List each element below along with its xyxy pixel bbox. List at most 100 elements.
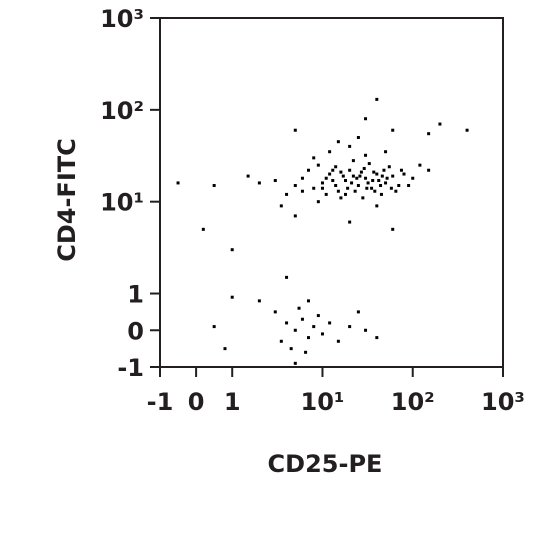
y-tick-label: 0: [127, 317, 144, 345]
x-tick-label: 1: [224, 388, 241, 416]
point: [377, 179, 381, 183]
point: [273, 179, 277, 183]
x-tick-label: 10¹: [301, 388, 345, 416]
y-tick-label: 10²: [100, 97, 144, 125]
point: [356, 310, 360, 314]
point: [279, 339, 283, 343]
point: [279, 204, 283, 208]
point: [391, 128, 395, 132]
point: [427, 132, 431, 136]
point: [362, 166, 366, 170]
point: [375, 172, 379, 176]
point: [366, 181, 370, 185]
x-axis-label: CD25-PE: [268, 450, 383, 478]
point: [328, 321, 332, 325]
point: [353, 189, 357, 193]
point: [394, 189, 398, 193]
point: [293, 214, 297, 218]
plot-frame: [159, 17, 504, 368]
point: [316, 200, 320, 204]
x-tick-label: 10³: [481, 388, 525, 416]
point: [391, 174, 395, 178]
point: [324, 192, 328, 196]
point: [438, 122, 442, 126]
point: [246, 174, 250, 178]
point: [230, 295, 234, 299]
point: [384, 181, 388, 185]
point: [285, 192, 289, 196]
point: [379, 192, 383, 196]
y-tick-label: -1: [117, 354, 144, 382]
point: [304, 350, 308, 354]
point: [230, 248, 234, 252]
point: [344, 179, 348, 183]
point: [344, 192, 348, 196]
point: [336, 189, 340, 193]
point: [384, 150, 388, 154]
point: [293, 184, 297, 188]
point: [334, 184, 338, 188]
point: [364, 117, 368, 121]
point: [336, 140, 340, 144]
point: [328, 172, 332, 176]
point: [356, 135, 360, 139]
point: [465, 128, 469, 132]
point: [212, 325, 216, 329]
point: [371, 179, 375, 183]
point: [339, 196, 343, 200]
point: [273, 310, 277, 314]
point: [212, 184, 216, 188]
point: [380, 174, 384, 178]
point: [331, 168, 335, 172]
point: [399, 168, 403, 172]
y-tick-label: 10³: [100, 5, 144, 33]
y-tick-label: 1: [127, 281, 144, 309]
point: [346, 186, 350, 190]
point: [397, 184, 401, 188]
point: [375, 97, 379, 101]
x-tick-label: 10²: [391, 388, 435, 416]
point: [289, 347, 293, 351]
point: [391, 227, 395, 231]
point: [348, 220, 352, 224]
point: [356, 184, 360, 188]
point: [358, 174, 362, 178]
point: [293, 328, 297, 332]
point: [367, 162, 371, 166]
point: [348, 144, 352, 148]
point: [223, 347, 227, 351]
point: [365, 186, 369, 190]
point: [348, 325, 352, 329]
point: [316, 314, 320, 318]
point: [364, 176, 368, 180]
point: [285, 275, 289, 279]
point: [331, 179, 335, 183]
point: [382, 168, 386, 172]
point: [306, 299, 310, 303]
point: [320, 181, 324, 185]
point: [336, 339, 340, 343]
point: [297, 306, 301, 310]
x-tick-label: -1: [147, 388, 174, 416]
x-tick-label: 0: [188, 388, 205, 416]
point: [293, 361, 297, 365]
point: [316, 163, 320, 167]
point: [293, 128, 297, 132]
point: [351, 174, 355, 178]
point: [385, 176, 389, 180]
point: [418, 163, 422, 167]
point: [373, 189, 377, 193]
point: [370, 186, 374, 190]
point: [339, 170, 343, 174]
point: [375, 336, 379, 340]
point: [407, 184, 411, 188]
point: [312, 186, 316, 190]
point: [351, 159, 355, 163]
point: [355, 176, 359, 180]
point: [306, 168, 310, 172]
y-tick-label: 10¹: [100, 189, 144, 217]
point: [375, 204, 379, 208]
y-axis-label: CD4-FITC: [53, 138, 81, 262]
point: [300, 189, 304, 193]
